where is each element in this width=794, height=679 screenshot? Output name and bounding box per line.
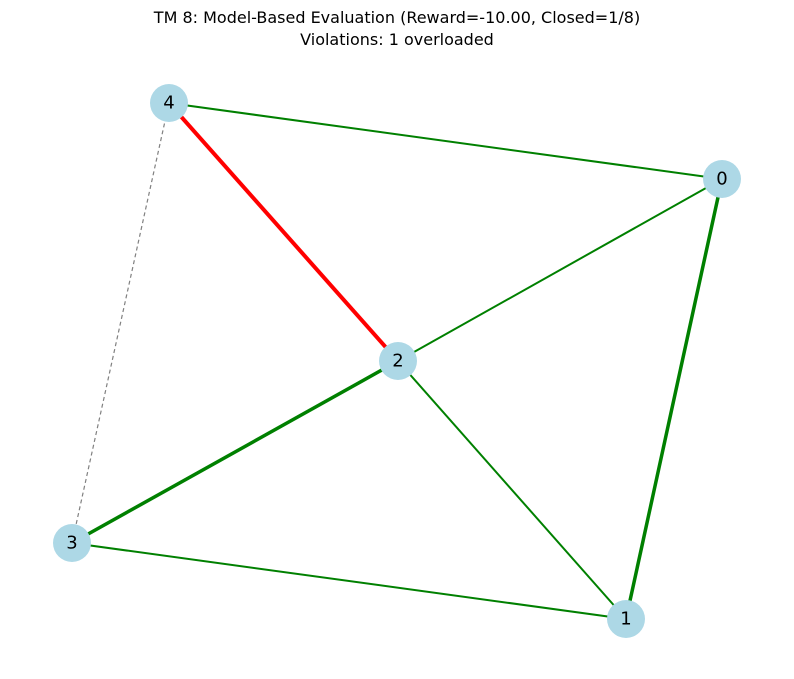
edges-layer: [71, 101, 724, 620]
figure-subtitle: Violations: 1 overloaded: [300, 30, 494, 49]
node-0-label: 0: [716, 169, 727, 190]
node-2-circle: [379, 342, 417, 380]
node-4: 4: [150, 84, 188, 122]
edge-3-1: [71, 542, 627, 620]
edge-2-1: [397, 360, 627, 620]
node-0: 0: [703, 160, 741, 198]
node-3-circle: [53, 524, 91, 562]
nodes-layer: 0 1 2 3 4: [53, 84, 741, 638]
figure-title: TM 8: Model-Based Evaluation (Reward=-10…: [153, 8, 641, 27]
node-1: 1: [607, 600, 645, 638]
edge-0-2: [397, 178, 723, 362]
edge-4-0: [168, 102, 723, 180]
node-1-circle: [607, 600, 645, 638]
node-1-label: 1: [620, 609, 631, 630]
edge-4-3: [71, 102, 170, 544]
node-4-circle: [150, 84, 188, 122]
node-2-label: 2: [392, 351, 403, 372]
node-4-label: 4: [163, 93, 174, 114]
edge-0-1: [624, 178, 724, 620]
node-3: 3: [53, 524, 91, 562]
node-2: 2: [379, 342, 417, 380]
node-0-circle: [703, 160, 741, 198]
edge-4-2: [167, 101, 400, 363]
edge-2-3: [71, 359, 399, 545]
node-3-label: 3: [66, 533, 77, 554]
